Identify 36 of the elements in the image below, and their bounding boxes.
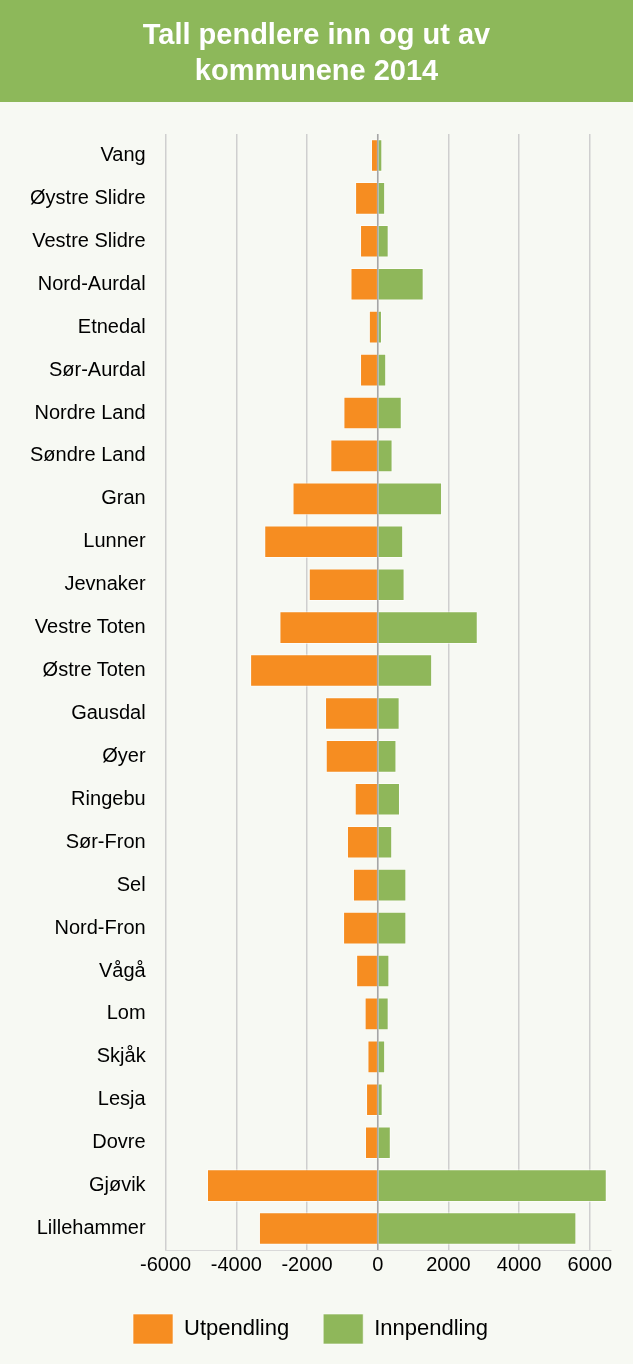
y-tick-label: Gjøvik — [88, 1173, 147, 1196]
y-tick-label: Jevnaker — [64, 572, 146, 595]
y-tick-label: Nordre Land — [34, 400, 146, 423]
y-tick-label: Lesja — [97, 1087, 147, 1110]
y-tick-label: Sel — [116, 872, 146, 895]
legend-label: Utpendling — [184, 1315, 290, 1341]
y-tick-label: Vang — [100, 142, 146, 165]
legend-label: Innpendling — [374, 1315, 488, 1341]
x-tick-label: 2000 — [426, 1252, 471, 1275]
y-tick-label: Etnedal — [77, 314, 146, 337]
y-tick-label: Sør-Aurdal — [48, 357, 146, 380]
y-tick-label: Ringebu — [71, 786, 146, 809]
y-tick-label: Vågå — [98, 958, 147, 981]
y-tick-label: Nord-Fron — [54, 915, 146, 938]
y-tick-label: Lillehammer — [36, 1216, 146, 1239]
y-tick-label: Gausdal — [71, 700, 146, 723]
y-tick-label: Østre Toten — [42, 658, 146, 681]
y-tick-label: Sør-Fron — [65, 829, 146, 852]
y-tick-label: Øyer — [102, 743, 146, 766]
y-tick-label: Lunner — [83, 529, 146, 552]
x-tick-label: 4000 — [496, 1252, 542, 1275]
y-tick-label: Gran — [101, 486, 146, 509]
y-tick-label: Vestre Slidre — [32, 228, 146, 251]
y-tick-label: Søndre Land — [29, 443, 146, 466]
y-tick-label: Nord-Aurdal — [37, 271, 146, 294]
chart-title: Tall pendlere inn og ut av kommunene 2014 — [0, 0, 633, 102]
x-tick-label: 6000 — [567, 1252, 613, 1275]
x-tick-label: 0 — [372, 1252, 384, 1275]
x-tick-label: -2000 — [281, 1252, 333, 1275]
y-tick-label: Vestre Toten — [34, 615, 146, 638]
y-tick-label: Lom — [106, 1001, 146, 1024]
y-tick-label: Skjåk — [96, 1044, 147, 1067]
y-tick-label: Øystre Slidre — [30, 185, 146, 208]
x-tick-label: -6000 — [140, 1252, 192, 1275]
y-tick-label: Dovre — [92, 1130, 146, 1153]
x-tick-label: -4000 — [210, 1252, 262, 1275]
